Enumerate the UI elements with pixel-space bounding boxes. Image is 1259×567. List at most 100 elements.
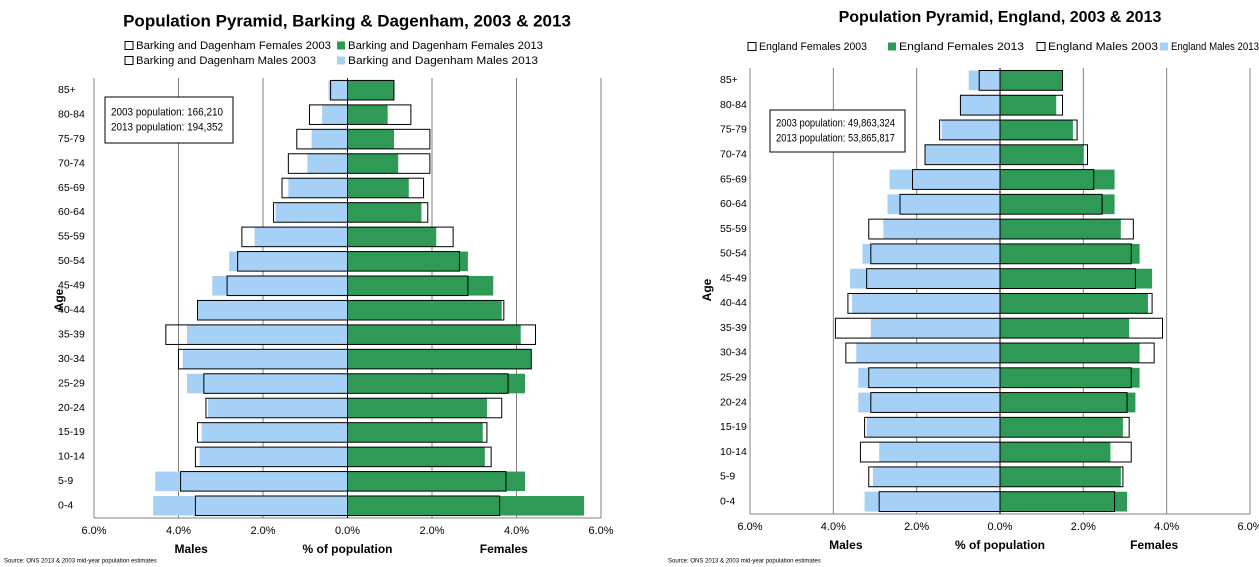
bar xyxy=(197,300,348,320)
bar xyxy=(1000,491,1128,512)
x-axis-label: % of population xyxy=(303,542,393,556)
bar xyxy=(275,202,348,223)
bar xyxy=(1000,442,1111,462)
category-label: 75-79 xyxy=(720,124,747,136)
source-note: Source: ONS 2013 & 2003 mid-year populat… xyxy=(4,559,157,565)
bar xyxy=(347,496,585,516)
category-label: 35-39 xyxy=(720,322,747,334)
annotation-box xyxy=(104,96,234,144)
category-label: 45-49 xyxy=(58,280,85,292)
bar xyxy=(1000,95,1057,116)
annotation: 2003 population: 49,863,324 xyxy=(776,117,895,129)
bar xyxy=(850,268,1000,289)
x-tick-label: 6.0% xyxy=(1237,521,1259,533)
source-note: Source: ONS 2013 & 2003 mid-year populat… xyxy=(668,559,821,565)
bar xyxy=(186,373,348,394)
category-label: 40-44 xyxy=(58,304,85,316)
legend-swatch xyxy=(1036,42,1046,51)
category-label: 30-34 xyxy=(720,347,747,359)
bar xyxy=(941,120,1000,140)
category-label: 60-64 xyxy=(720,198,747,210)
category-label: 75-79 xyxy=(58,133,85,145)
bar xyxy=(872,466,1000,487)
category-label: 85+ xyxy=(720,74,738,86)
category-label: 55-59 xyxy=(58,231,85,243)
bar xyxy=(199,447,348,467)
bar xyxy=(311,129,348,149)
x-tick-label: 4.0% xyxy=(821,521,846,533)
bar xyxy=(347,398,487,418)
category-label: 60-64 xyxy=(58,206,85,218)
y-axis-label: Age xyxy=(52,288,66,311)
bar xyxy=(960,95,1000,116)
bar xyxy=(347,153,399,174)
x-tick-label: 4.0% xyxy=(1154,521,1179,533)
bar xyxy=(1000,466,1121,487)
bar xyxy=(182,349,348,369)
bar xyxy=(852,293,1000,314)
bar xyxy=(347,422,483,443)
bar xyxy=(328,80,348,100)
legend-label: England Males 2013 xyxy=(1171,41,1259,53)
bar xyxy=(347,324,521,345)
bar xyxy=(254,227,348,247)
legend-label: Barking and Dagenham Females 2013 xyxy=(348,40,543,52)
bar xyxy=(866,417,1000,438)
category-label: 80-84 xyxy=(720,99,747,111)
males-label: Males xyxy=(174,542,208,556)
annotation: 2013 population: 53,865,817 xyxy=(776,132,895,144)
bar xyxy=(856,343,1000,363)
x-tick-label: 0.0% xyxy=(335,525,360,537)
annotation: 2013 population: 194,352 xyxy=(111,121,223,133)
category-label: 40-44 xyxy=(720,297,747,309)
bar xyxy=(288,178,348,198)
bar xyxy=(229,251,348,272)
bar xyxy=(347,129,394,149)
bar xyxy=(1000,243,1140,264)
females-label: Females xyxy=(1130,538,1178,552)
legend-label: England Females 2013 xyxy=(899,41,1024,53)
bar xyxy=(858,392,1000,413)
bar xyxy=(186,324,348,345)
category-label: 15-19 xyxy=(58,426,85,438)
bar xyxy=(347,276,494,296)
bar xyxy=(889,169,1000,190)
bar xyxy=(858,367,1000,388)
bar xyxy=(347,104,388,125)
bar xyxy=(347,373,525,394)
category-label: 55-59 xyxy=(720,223,747,235)
bar xyxy=(347,202,422,223)
category-label: 0-4 xyxy=(58,500,73,512)
bar xyxy=(864,491,1000,512)
category-label: 5-9 xyxy=(58,475,73,487)
bar xyxy=(347,227,437,247)
x-tick-label: 6.0% xyxy=(737,521,762,533)
category-label: 20-24 xyxy=(720,396,747,408)
bar xyxy=(347,178,409,198)
bar xyxy=(347,447,485,467)
bar xyxy=(208,398,348,418)
bar xyxy=(870,318,1000,339)
bar xyxy=(1000,417,1123,438)
x-tick-label: 4.0% xyxy=(504,525,529,537)
legend-swatch xyxy=(124,41,134,50)
category-label: 30-34 xyxy=(58,353,85,365)
bar xyxy=(1000,194,1115,215)
bar xyxy=(1000,268,1153,289)
y-axis-label: Age xyxy=(700,278,714,301)
annotation: 2003 population: 166,210 xyxy=(111,106,223,118)
category-label: 65-69 xyxy=(720,173,747,185)
category-label: 50-54 xyxy=(58,255,85,267)
legend-label: Barking and Dagenham Males 2003 xyxy=(136,55,316,67)
x-tick-label: 2.0% xyxy=(904,521,929,533)
bar xyxy=(1000,144,1084,165)
bar xyxy=(1000,293,1148,314)
category-label: 70-74 xyxy=(58,157,85,169)
bar xyxy=(153,496,348,516)
bar xyxy=(1000,318,1130,339)
category-label: 15-19 xyxy=(720,421,747,433)
x-tick-label: 0.0% xyxy=(987,521,1012,533)
bar xyxy=(307,153,348,174)
bar xyxy=(1000,70,1063,91)
